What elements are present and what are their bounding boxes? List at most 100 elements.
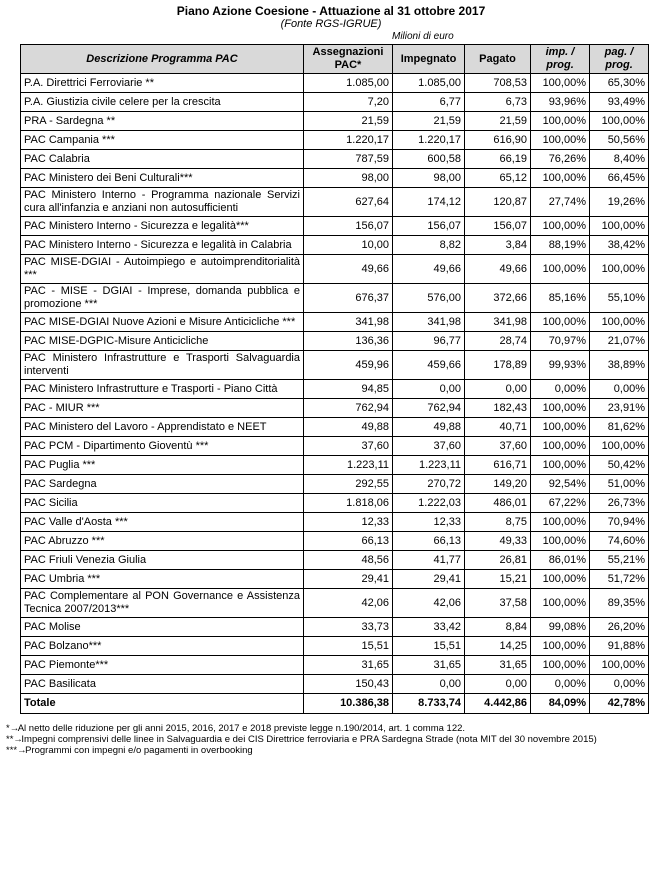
table-row: PAC Sicilia 1.818,06 1.222,03 486,01 67,22% 2… [20,493,649,513]
program-name: PAC - MIUR *** [20,398,304,418]
cell: 93,49% [589,92,649,112]
cell: 66,13 [303,531,393,551]
cell: 762,94 [303,398,393,418]
table-row: PAC Basilicata 150,43 0,00 0,00 0,00% 0,00% [20,674,649,694]
cell: 26,73% [589,493,649,513]
cell: 100,00% [530,312,590,332]
cell: 100,00% [589,655,649,675]
program-name: PAC Ministero Infrastrutture e Trasporti… [20,379,304,399]
footnote: ***→Programmi con impegni e/o pagamenti … [6,745,646,756]
table-row: PAC Friuli Venezia Giulia 48,56 41,77 26,81… [20,550,649,570]
cell: 100,00% [530,655,590,675]
cell: 100,00% [530,569,590,589]
cell: 98,00 [303,168,393,188]
cell: 372,66 [464,283,531,313]
cell: 85,16% [530,283,590,313]
cell: 21,59 [464,111,531,131]
cell: 100,00% [530,531,590,551]
table-row: PRA - Sardegna ** 21,59 21,59 21,59 100,00% 1… [20,111,649,131]
cell: 100,00% [530,168,590,188]
program-name: PAC Ministero Infrastrutture e Trasporti… [20,350,304,380]
cell: 136,36 [303,331,393,351]
header-row: Descrizione Programma PAC Assegnazioni PA… [20,44,649,74]
footnote-marker: ** [6,734,14,745]
cell: 33,42 [392,617,465,637]
table-row: PAC Bolzano*** 15,51 15,51 14,25 100,00% 91,8… [20,636,649,656]
column-header: imp. / prog. [530,44,590,74]
cell: 38,89% [589,350,649,380]
cell: 12,33 [392,512,465,532]
cell: 156,07 [392,216,465,236]
cell: 65,12 [464,168,531,188]
program-name: PAC Friuli Venezia Giulia [20,550,304,570]
arrow: → [13,734,23,745]
cell: 292,55 [303,474,393,494]
cell: 100,00% [530,73,590,93]
cell: 42,06 [392,588,465,618]
cell: 1.220,17 [392,130,465,150]
program-name: PAC Complementare al PON Governance e As… [20,588,304,618]
cell: 182,43 [464,398,531,418]
table-row: PAC Sardegna 292,55 270,72 149,20 92,54% 51,0… [20,474,649,494]
cell: 100,00% [530,130,590,150]
cell: 40,71 [464,417,531,437]
total-cell: 84,09% [530,693,590,714]
cell: 616,71 [464,455,531,475]
cell: 1.223,11 [303,455,393,475]
cell: 50,56% [589,130,649,150]
total-cell: 10.386,38 [303,693,393,714]
cell: 100,00% [530,588,590,618]
cell: 787,59 [303,149,393,169]
title: Piano Azione Coesione - Attuazione al 31… [176,4,486,18]
cell: 33,73 [303,617,393,637]
cell: 55,10% [589,283,649,313]
table-row: PAC Molise 33,73 33,42 8,84 99,08% 26,20% [20,617,649,637]
cell: 0,00% [589,674,649,694]
cell: 31,65 [303,655,393,675]
cell: 0,00 [464,379,531,399]
cell: 0,00 [392,379,465,399]
cell: 100,00% [589,254,649,284]
table-row: PAC MISE-DGIAI Nuove Azioni e Misure Ant… [20,312,649,332]
cell: 37,58 [464,588,531,618]
cell: 156,07 [303,216,393,236]
program-name: PAC Ministero Interno - Programma nazion… [20,187,304,217]
cell: 98,00 [392,168,465,188]
program-name: PAC Basilicata [20,674,304,694]
cell: 100,00% [530,398,590,418]
cell: 26,81 [464,550,531,570]
cell: 27,74% [530,187,590,217]
cell: 341,98 [464,312,531,332]
cell: 37,60 [392,436,465,456]
cell: 51,72% [589,569,649,589]
cell: 156,07 [464,216,531,236]
table-row: PAC Calabria 787,59 600,58 66,19 76,26% 8,40% [20,149,649,169]
program-name: PAC MISE-DGPIC-Misure Anticicliche [20,331,304,351]
cell: 6,73 [464,92,531,112]
cell: 15,51 [303,636,393,656]
cell: 6,77 [392,92,465,112]
table-row: PAC - MISE - DGIAI - Imprese, domanda pu… [20,283,649,313]
cell: 41,77 [392,550,465,570]
program-name: P.A. Direttrici Ferroviarie ** [20,73,304,93]
cell: 93,96% [530,92,590,112]
cell: 616,90 [464,130,531,150]
program-name: PRA - Sardegna ** [20,111,304,131]
cell: 66,19 [464,149,531,169]
program-name: PAC Puglia *** [20,455,304,475]
program-name: P.A. Giustizia civile celere per la cres… [20,92,304,112]
cell: 100,00% [530,455,590,475]
cell: 12,33 [303,512,393,532]
table-row: PAC Puglia *** 1.223,11 1.223,11 616,71 100,… [20,455,649,475]
cell: 576,00 [392,283,465,313]
cell: 21,59 [303,111,393,131]
cell: 100,00% [530,636,590,656]
cell: 708,53 [464,73,531,93]
cell: 19,26% [589,187,649,217]
cell: 92,54% [530,474,590,494]
cell: 100,00% [530,512,590,532]
cell: 29,41 [303,569,393,589]
cell: 120,87 [464,187,531,217]
cell: 174,12 [392,187,465,217]
